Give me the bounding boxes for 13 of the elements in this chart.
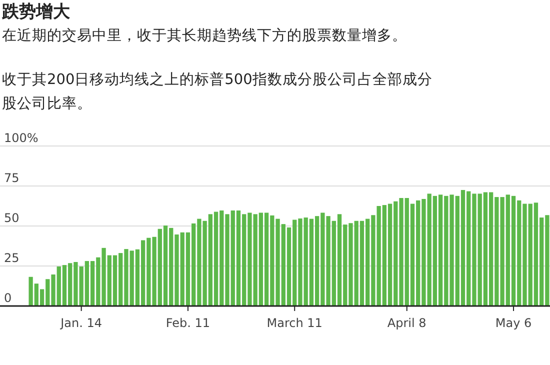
y-axis-title: 收于其200日移动均线之上的标普500指数成分股公司占全部成分股公司比率。 — [2, 70, 434, 114]
chart-subtitle: 在近期的交易中里，收于其长期趋势线下方的股票数量增多。 — [2, 26, 408, 45]
chart-title: 跌势增大 — [2, 1, 70, 23]
x-tick-label: March 11 — [266, 316, 322, 330]
y-tick-label: 0 — [4, 291, 12, 305]
y-tick-label: 50 — [4, 211, 20, 225]
y-tick-label: 100% — [4, 131, 38, 145]
y-tick-label: 25 — [4, 251, 20, 265]
x-tick-label: Jan. 14 — [60, 316, 102, 330]
y-tick-label: 75 — [4, 171, 20, 185]
x-tick-label: April 8 — [387, 316, 426, 330]
x-tick-label: May 6 — [495, 316, 532, 330]
x-tick-label: Feb. 11 — [166, 316, 210, 330]
